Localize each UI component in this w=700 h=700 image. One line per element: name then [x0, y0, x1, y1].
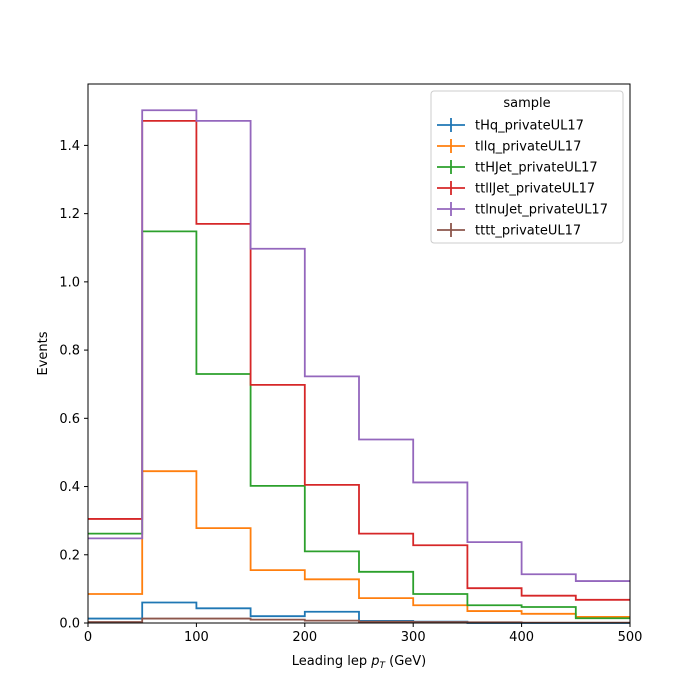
legend-box: [430, 90, 624, 244]
x-tick-label-2: 200: [292, 630, 317, 645]
legend: sample tHq_privateUL17 tllq_privateUL17 ttH…: [430, 90, 624, 244]
legend-title: sample: [503, 96, 550, 111]
x-tick-label-1: 100: [184, 630, 209, 645]
series-line-2: [88, 230, 630, 620]
y-tick-label-6: 1.2: [59, 207, 80, 222]
y-tick-label-7: 1.4: [59, 139, 80, 154]
x-axis-label: Leading lep pT (GeV): [292, 654, 426, 671]
x-tick-label-0: 0: [84, 630, 92, 645]
x-tick-label-5: 500: [618, 630, 643, 645]
legend-entry-5: tttt_privateUL17: [475, 224, 581, 239]
y-tick-label-0: 0.0: [59, 617, 80, 632]
y-axis-label: Events: [36, 331, 51, 375]
axes-frame: [87, 83, 631, 624]
y-tick-label-3: 0.6: [59, 412, 80, 427]
series-line-4: [88, 109, 630, 582]
y-tick-label-4: 0.8: [59, 344, 80, 359]
legend-entry-2: ttHJet_privateUL17: [475, 161, 598, 176]
axes: 0 100 200 300 400 500 0.0 0.2 0.4 0.6 0.8 1.0 1.2 1.4…: [36, 83, 643, 671]
x-tick-label-3: 300: [401, 630, 426, 645]
series-line-5: [88, 617, 630, 624]
series-line-1: [88, 470, 630, 618]
plot-area: [88, 109, 630, 624]
legend-entry-0: tHq_privateUL17: [475, 119, 584, 134]
y-tick-label-5: 1.0: [59, 275, 80, 290]
y-tick-label-2: 0.4: [59, 480, 80, 495]
legend-entry-4: ttlnuJet_privateUL17: [475, 203, 608, 218]
series-line-3: [88, 119, 630, 601]
y-tick-label-1: 0.2: [59, 548, 80, 563]
x-tick-label-4: 400: [509, 630, 534, 645]
legend-entry-3: ttllJet_privateUL17: [475, 182, 595, 197]
legend-entry-1: tllq_privateUL17: [475, 140, 581, 155]
